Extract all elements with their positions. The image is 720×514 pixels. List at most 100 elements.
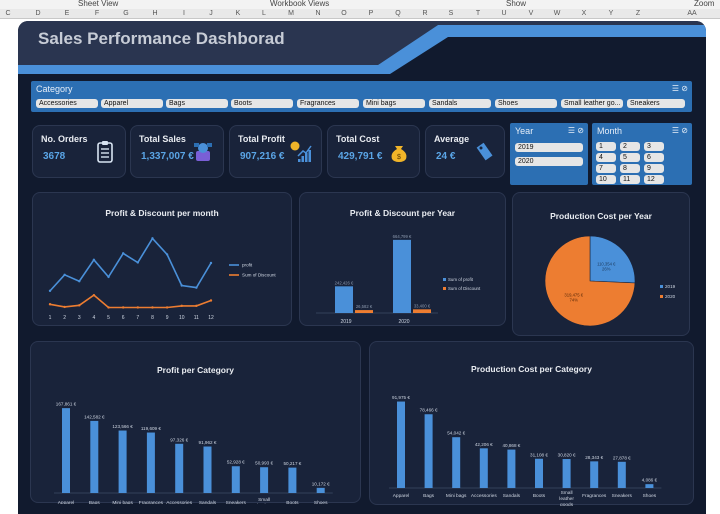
production-cost-year-chart: 110,354 €26% 319,475 €74% 2019 2020 xyxy=(544,235,676,327)
column-header-u[interactable]: U xyxy=(501,10,507,17)
data-point xyxy=(165,306,169,309)
month-item[interactable]: 8 xyxy=(620,164,640,173)
x-tick-label: Bags xyxy=(89,500,101,504)
data-point xyxy=(136,261,140,264)
column-header-d[interactable]: D xyxy=(35,10,41,17)
data-label: 26,582 € xyxy=(356,304,373,309)
column-header-w[interactable]: W xyxy=(553,10,561,17)
category-item[interactable]: Mini bags xyxy=(363,99,425,108)
month-item[interactable]: 9 xyxy=(644,164,664,173)
ribbon-group-workbook-views[interactable]: Workbook Views xyxy=(270,0,330,8)
data-label: 52,928 € xyxy=(227,460,245,465)
category-item[interactable]: Sneakers xyxy=(627,99,685,108)
column-header-l[interactable]: L xyxy=(262,10,266,17)
data-label: 28,343 € xyxy=(585,455,603,460)
data-point xyxy=(209,299,213,302)
profit-per-category-chart: 167,861 € Apparel 142,582 € Bags 123,566 € Mi… xyxy=(54,402,333,504)
x-tick-label: Sandals xyxy=(199,500,217,504)
category-item[interactable]: Bags xyxy=(166,99,228,108)
month-item[interactable]: 6 xyxy=(644,153,664,162)
x-tick-label: 2020 xyxy=(398,319,409,325)
kpi-value: 24 € xyxy=(436,151,456,162)
data-label: 78,466 € xyxy=(420,408,438,413)
column-header-j[interactable]: J xyxy=(209,10,213,17)
category-item[interactable]: Shoes xyxy=(495,99,557,108)
slicer-filter-icons[interactable]: ☰ ⊘ xyxy=(567,126,584,135)
x-tick-label: Sneakers xyxy=(612,493,633,499)
x-tick-label: 10 xyxy=(179,315,185,321)
data-point xyxy=(107,275,110,279)
ribbon-group-sheet-view[interactable]: Sheet View xyxy=(78,0,119,8)
month-item[interactable]: 3 xyxy=(644,142,664,151)
year-slicer[interactable]: Year ☰ ⊘ 2019 2020 xyxy=(510,123,588,185)
column-header-q[interactable]: Q xyxy=(395,10,401,17)
month-item[interactable]: 7 xyxy=(596,164,616,173)
x-tick-label: 1 xyxy=(49,315,52,321)
month-item[interactable]: 2 xyxy=(620,142,640,151)
ribbon-group-zoom[interactable]: Zoom xyxy=(694,0,715,8)
category-slicer[interactable]: Category ☰ ⊘ Accessories Apparel Bags Boots… xyxy=(31,81,692,112)
column-header-k[interactable]: K xyxy=(235,10,241,17)
data-point xyxy=(78,280,81,283)
category-item[interactable]: Fragrances xyxy=(297,99,359,108)
slicer-filter-icons[interactable]: ☰ ⊘ xyxy=(671,126,688,135)
data-point xyxy=(92,258,96,261)
column-header-f[interactable]: F xyxy=(94,10,100,17)
column-header-e[interactable]: E xyxy=(64,10,70,17)
category-item[interactable]: Accessories xyxy=(36,99,98,108)
category-item[interactable]: Apparel xyxy=(101,99,163,108)
chart-title: Production Cost per Year xyxy=(550,211,652,221)
month-item[interactable]: 10 xyxy=(596,175,616,184)
month-item[interactable]: 5 xyxy=(620,153,640,162)
column-header-aa[interactable]: AA xyxy=(687,10,697,17)
column-header-r[interactable]: R xyxy=(422,10,428,17)
column-header-bar[interactable]: C D E F G H I J K L M N O P Q R S T U V W X Y Z AA xyxy=(0,9,720,19)
column-header-p[interactable]: P xyxy=(368,10,374,17)
month-item[interactable]: 4 xyxy=(596,153,616,162)
column-header-o[interactable]: O xyxy=(341,10,347,17)
category-item[interactable]: Sandals xyxy=(429,99,491,108)
data-point xyxy=(121,252,125,255)
column-header-z[interactable]: Z xyxy=(635,10,641,17)
column-header-c[interactable]: C xyxy=(5,10,11,17)
category-item[interactable]: Small leather go... xyxy=(561,99,623,108)
month-item[interactable]: 11 xyxy=(620,175,640,184)
column-header-n[interactable]: N xyxy=(315,10,321,17)
x-tick-label: 8 xyxy=(151,315,154,321)
data-label: 91,962 € xyxy=(199,440,217,445)
month-item[interactable]: 12 xyxy=(644,175,664,184)
year-item-2020[interactable]: 2020 xyxy=(515,157,583,166)
ribbon-group-show[interactable]: Show xyxy=(506,0,527,8)
column-header-v[interactable]: V xyxy=(528,10,534,17)
column-header-g[interactable]: G xyxy=(123,10,129,17)
money-bag-icon: $ xyxy=(387,140,411,169)
data-point xyxy=(195,286,198,289)
x-tick-label: Sandals xyxy=(503,493,521,499)
month-slicer[interactable]: Month ☰ ⊘ 1 2 3 4 5 6 7 8 9 10 11 12 xyxy=(592,123,692,185)
bar xyxy=(617,461,626,488)
column-header-m[interactable]: M xyxy=(288,10,294,17)
month-item[interactable]: 1 xyxy=(596,142,616,151)
column-header-t[interactable]: T xyxy=(475,10,481,17)
data-label: 167,861 € xyxy=(56,402,77,407)
chart-title: Profit per Category xyxy=(157,365,234,375)
year-slicer-title: Year xyxy=(515,126,534,136)
year-item-2019[interactable]: 2019 xyxy=(515,143,583,152)
column-header-y[interactable]: Y xyxy=(608,10,614,17)
column-header-h[interactable]: H xyxy=(152,10,158,17)
column-header-s[interactable]: S xyxy=(448,10,454,17)
slicer-filter-icons[interactable]: ☰ ⊘ xyxy=(671,84,688,93)
x-tick-label: Mini bags xyxy=(112,500,133,504)
data-label: 50,993 € xyxy=(255,461,273,466)
x-tick-label: Sneakers xyxy=(226,500,247,504)
profit-growth-icon xyxy=(289,140,313,169)
excel-ribbon: Sheet View Workbook Views Show Zoom xyxy=(0,0,720,9)
column-header-x[interactable]: X xyxy=(581,10,587,17)
data-label: 42,206 € xyxy=(475,442,493,447)
column-header-i[interactable]: I xyxy=(183,10,185,17)
x-tick-label: Bags xyxy=(423,493,435,499)
category-item[interactable]: Boots xyxy=(231,99,293,108)
dashboard-title: Sales Performance Dashborad xyxy=(38,29,285,48)
bar xyxy=(146,432,155,493)
